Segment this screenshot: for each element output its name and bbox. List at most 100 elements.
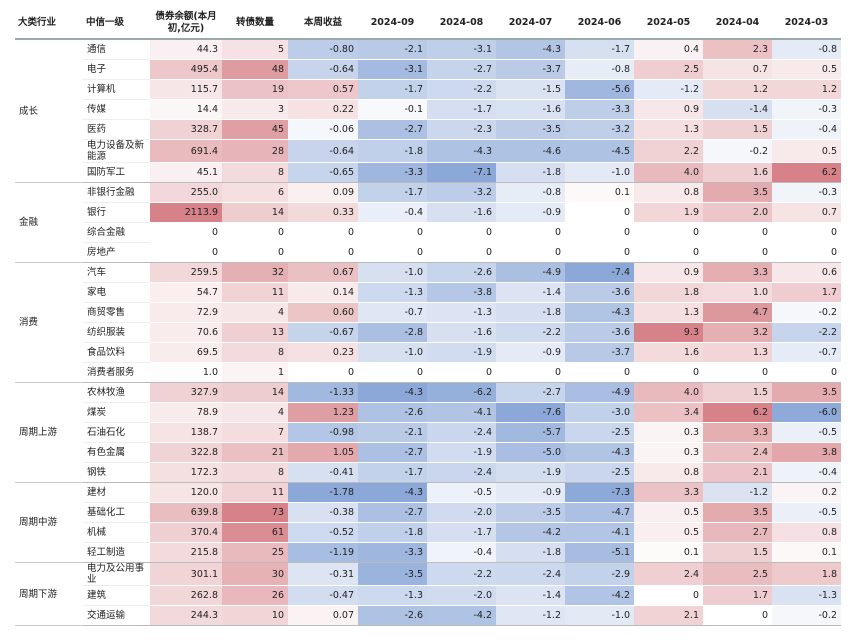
value-cell: -2.7 xyxy=(427,59,496,80)
value-cell: 3.5 xyxy=(703,182,772,203)
value-cell: -2.7 xyxy=(358,119,427,140)
value-cell: -1.4 xyxy=(496,585,565,606)
value-cell: 0.8 xyxy=(772,522,841,543)
value-cell: 48 xyxy=(222,59,288,80)
value-cell: 0.3 xyxy=(634,442,703,463)
value-cell: 3.3 xyxy=(703,262,772,283)
table-row: 周期下游 电力及公用事业 301.1 30 -0.31 -3.5 -2.2 -2.4 -2.9 2… xyxy=(15,562,841,626)
value-cell: 11 xyxy=(222,482,288,503)
table-row: 轻工制造 215.8 25 -1.19 -3.3 -0.4 -1.8 -5.1 0.1 1.5 0.… xyxy=(15,542,841,563)
industry-cell: 食品饮料 xyxy=(83,342,150,363)
value-cell: -1.9 xyxy=(496,462,565,483)
value-cell: -1.6 xyxy=(427,322,496,343)
value-cell: 262.8 xyxy=(150,585,222,606)
value-cell: 0.9 xyxy=(634,262,703,283)
value-cell: -4.2 xyxy=(427,605,496,626)
value-cell: -4.1 xyxy=(565,522,634,543)
table-row: 石油石化 138.7 7 -0.98 -2.1 -2.4 -5.7 -2.5 0.3 3.3 -0.… xyxy=(15,422,841,443)
value-cell: 1.3 xyxy=(703,342,772,363)
value-cell: -0.98 xyxy=(288,422,358,443)
value-cell: -1.8 xyxy=(358,139,427,163)
group-cell: 周期下游 xyxy=(15,562,83,626)
industry-cell: 电子 xyxy=(83,59,150,80)
value-cell: 6 xyxy=(222,182,288,203)
value-cell: 8 xyxy=(222,462,288,483)
value-cell: 61 xyxy=(222,522,288,543)
value-cell: 0 xyxy=(565,202,634,223)
value-cell: -6.2 xyxy=(427,382,496,403)
value-cell: -1.9 xyxy=(427,342,496,363)
table-row: 周期中游 建材 120.0 11 -1.78 -4.3 -0.5 -0.9 -7.3 3.3 -1.… xyxy=(15,482,841,563)
value-cell: -1.7 xyxy=(565,39,634,60)
value-cell: -1.4 xyxy=(703,99,772,120)
table-row: 医药 328.7 45 -0.06 -2.7 -2.3 -3.5 -3.2 1.3 1.5 -0.4 xyxy=(15,119,841,140)
table-row: 食品饮料 69.5 8 0.23 -1.0 -1.9 -0.9 -3.7 1.6 1.3 -0.7 xyxy=(15,342,841,363)
value-cell: -5.6 xyxy=(565,79,634,100)
value-cell: -0.5 xyxy=(772,502,841,523)
value-cell: 0 xyxy=(703,242,772,263)
value-cell: -0.8 xyxy=(772,39,841,60)
value-cell: 0 xyxy=(634,242,703,263)
value-cell: 0.1 xyxy=(634,542,703,563)
value-cell: -1.3 xyxy=(772,585,841,606)
value-cell: -0.4 xyxy=(772,462,841,483)
value-cell: -0.2 xyxy=(772,302,841,323)
value-cell: -0.9 xyxy=(496,482,565,503)
value-cell: 3.2 xyxy=(703,322,772,343)
value-cell: 0 xyxy=(427,242,496,263)
industry-cell: 综合金融 xyxy=(83,222,150,243)
value-cell: -1.3 xyxy=(427,302,496,323)
value-cell: -7.1 xyxy=(427,162,496,183)
value-cell: -0.4 xyxy=(358,202,427,223)
header-cell: 2024-06 xyxy=(565,8,634,40)
value-cell: 0.22 xyxy=(288,99,358,120)
value-cell: 14 xyxy=(222,382,288,403)
value-cell: -3.3 xyxy=(565,99,634,120)
value-cell: -0.7 xyxy=(772,342,841,363)
value-cell: 0.6 xyxy=(772,262,841,283)
industry-cell: 交通运输 xyxy=(83,605,150,626)
value-cell: -0.8 xyxy=(565,59,634,80)
value-cell: 0 xyxy=(772,242,841,263)
value-cell: 0.07 xyxy=(288,605,358,626)
value-cell: -4.9 xyxy=(565,382,634,403)
value-cell: 301.1 xyxy=(150,562,222,586)
industry-cell: 轻工制造 xyxy=(83,542,150,563)
value-cell: 14 xyxy=(222,202,288,223)
value-cell: -1.5 xyxy=(496,79,565,100)
value-cell: -1.7 xyxy=(358,462,427,483)
table-row: 成长 通信 44.3 5 -0.80 -2.1 -3.1 -4.3 -1.7 0.4 2.3 -0.8 xyxy=(15,39,841,183)
value-cell: 255.0 xyxy=(150,182,222,203)
value-cell: 327.9 xyxy=(150,382,222,403)
table-row: 传媒 14.4 3 0.22 -0.1 -1.7 -1.6 -3.3 0.9 -1.4 -0.3 xyxy=(15,99,841,120)
value-cell: -2.4 xyxy=(427,462,496,483)
value-cell: 0.5 xyxy=(772,139,841,163)
value-cell: -3.1 xyxy=(427,39,496,60)
value-cell: -1.19 xyxy=(288,542,358,563)
value-cell: 25 xyxy=(222,542,288,563)
value-cell: 0.9 xyxy=(634,99,703,120)
value-cell: -2.0 xyxy=(427,502,496,523)
value-cell: 1.6 xyxy=(634,342,703,363)
value-cell: 73 xyxy=(222,502,288,523)
value-cell: -4.3 xyxy=(358,482,427,503)
group-cell: 成长 xyxy=(15,39,83,183)
value-cell: -0.47 xyxy=(288,585,358,606)
value-cell: -4.1 xyxy=(427,402,496,423)
value-cell: -0.1 xyxy=(358,99,427,120)
table-row: 商贸零售 72.9 4 0.60 -0.7 -1.3 -1.8 -4.3 1.3 4.7 -0.2 xyxy=(15,302,841,323)
group-cell: 周期中游 xyxy=(15,482,83,563)
value-cell: 2.5 xyxy=(634,59,703,80)
header-cell: 2024-03 xyxy=(772,8,841,40)
value-cell: -3.3 xyxy=(358,162,427,183)
value-cell: -3.2 xyxy=(427,182,496,203)
value-cell: -0.41 xyxy=(288,462,358,483)
table-row: 电力设备及新能源 691.4 28 -0.64 -1.8 -4.3 -4.6 -4.5 2.2-… xyxy=(15,139,841,163)
industry-cell: 通信 xyxy=(83,39,150,60)
value-cell: -4.7 xyxy=(565,502,634,523)
table-row: 银行 2113.9 14 0.33 -0.4 -1.6 -0.9 0 1.9 2.0 0.7 xyxy=(15,202,841,223)
value-cell: 0 xyxy=(496,222,565,243)
value-cell: 0.7 xyxy=(772,202,841,223)
value-cell: 2.1 xyxy=(703,462,772,483)
